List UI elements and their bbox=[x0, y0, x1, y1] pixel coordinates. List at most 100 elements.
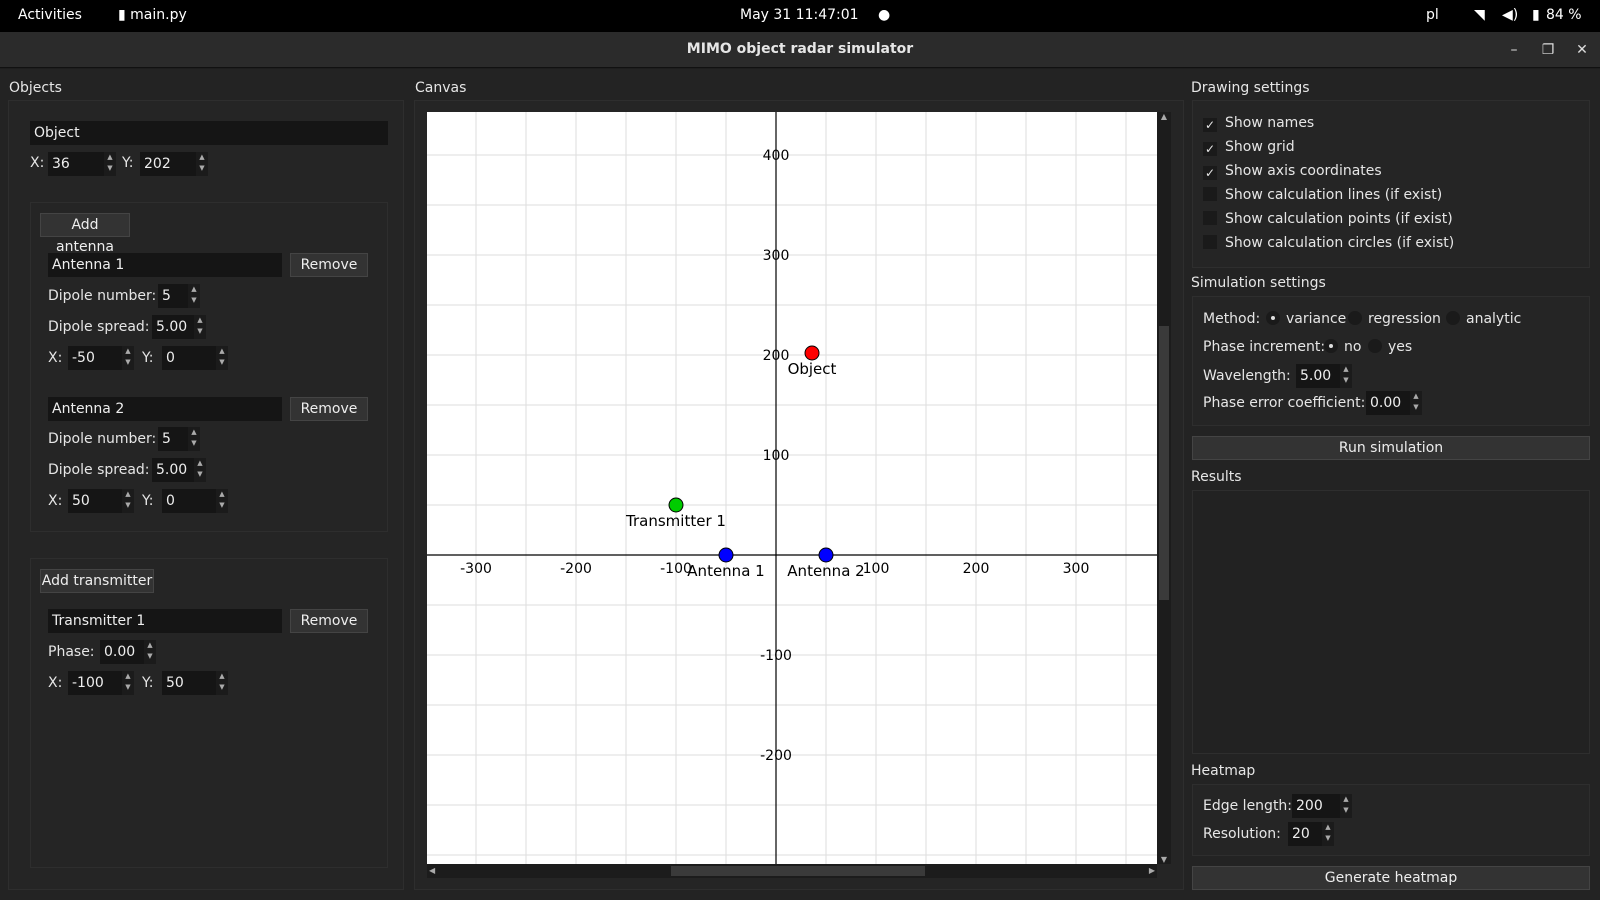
antenna-marker[interactable] bbox=[818, 547, 834, 563]
antenna-1-x-spinbox[interactable]: -50 ▲ ▼ bbox=[68, 346, 134, 370]
x-tick-label: 300 bbox=[1063, 561, 1090, 577]
phase-error-spinbox[interactable]: 0.00 ▲ ▼ bbox=[1366, 391, 1422, 415]
scroll-down-icon[interactable]: ▼ bbox=[1160, 855, 1168, 864]
activities-button[interactable]: Activities bbox=[18, 7, 82, 23]
canvas-vertical-scrollbar[interactable]: ▲ ▼ bbox=[1157, 112, 1171, 864]
drawing-option-checkbox[interactable]: ✓ Show grid bbox=[1203, 139, 1295, 156]
drawing-option-checkbox[interactable]: Show calculation lines (if exist) bbox=[1203, 187, 1442, 203]
method-regression-radio[interactable]: regression bbox=[1348, 311, 1441, 327]
drawing-option-checkbox[interactable]: Show calculation circles (if exist) bbox=[1203, 235, 1454, 251]
object-y-spinbox[interactable]: 202 ▲ ▼ bbox=[140, 152, 208, 176]
close-icon[interactable]: ✕ bbox=[1576, 42, 1588, 58]
results-label: Results bbox=[1191, 469, 1242, 485]
generate-heatmap-button[interactable]: Generate heatmap bbox=[1192, 866, 1590, 890]
spinner-arrows-icon[interactable]: ▲ ▼ bbox=[196, 152, 208, 176]
antenna-1-y-label: Y: bbox=[142, 350, 154, 366]
spinner-arrows-icon[interactable]: ▲ ▼ bbox=[1340, 794, 1352, 818]
drawing-option-checkbox[interactable]: ✓ Show axis coordinates bbox=[1203, 163, 1382, 180]
transmitter-1-y-spinbox[interactable]: 50 ▲ ▼ bbox=[162, 671, 228, 695]
run-simulation-button[interactable]: Run simulation bbox=[1192, 436, 1590, 460]
x-tick-label: 200 bbox=[963, 561, 990, 577]
antenna-1-dipole-spread-spinbox[interactable]: 5.00 ▲ ▼ bbox=[152, 315, 206, 339]
drawing-option-label: Show grid bbox=[1225, 139, 1295, 155]
spinner-arrows-icon[interactable]: ▲ ▼ bbox=[1410, 391, 1422, 415]
antenna-marker[interactable] bbox=[718, 547, 734, 563]
x-tick-label: -300 bbox=[460, 561, 492, 577]
results-area[interactable] bbox=[1192, 490, 1590, 754]
edge-length-spinbox[interactable]: 200 ▲ ▼ bbox=[1292, 794, 1352, 818]
antenna-2-dipole-spread-spinbox[interactable]: 5.00 ▲ ▼ bbox=[152, 458, 206, 482]
remove-transmitter-1-button[interactable]: Remove bbox=[290, 609, 368, 633]
dipole-spread-label: Dipole spread: bbox=[48, 319, 150, 335]
spinner-arrows-icon[interactable]: ▲ ▼ bbox=[122, 671, 134, 695]
spinner-arrows-icon[interactable]: ▲ ▼ bbox=[104, 152, 116, 176]
phase-error-value: 0.00 bbox=[1370, 395, 1402, 411]
transmitter-1-name-field[interactable]: Transmitter 1 bbox=[48, 609, 282, 633]
antenna-2-y-spinbox[interactable]: 0 ▲ ▼ bbox=[162, 489, 228, 513]
add-antenna-button[interactable]: Add antenna bbox=[40, 213, 130, 255]
antenna-2-x-spinbox[interactable]: 50 ▲ ▼ bbox=[68, 489, 134, 513]
spinner-arrows-icon[interactable]: ▲ ▼ bbox=[144, 640, 156, 664]
scroll-right-icon[interactable]: ▶ bbox=[1148, 866, 1155, 875]
spinner-arrows-icon[interactable]: ▲ ▼ bbox=[216, 671, 228, 695]
spinner-arrows-icon[interactable]: ▲ ▼ bbox=[194, 315, 206, 339]
spinner-arrows-icon[interactable]: ▲ ▼ bbox=[122, 346, 134, 370]
dipole-number-label: Dipole number: bbox=[48, 288, 157, 304]
radio-unselected-icon bbox=[1348, 311, 1362, 325]
add-transmitter-button[interactable]: Add transmitter bbox=[40, 569, 154, 593]
antenna-1-name-field[interactable]: Antenna 1 bbox=[48, 253, 282, 277]
phase-increment-yes-radio[interactable]: yes bbox=[1368, 339, 1412, 355]
spinner-arrows-icon[interactable]: ▲ ▼ bbox=[122, 489, 134, 513]
object-name-field[interactable]: Object bbox=[30, 121, 388, 145]
spinner-arrows-icon[interactable]: ▲ ▼ bbox=[1322, 822, 1334, 846]
object-y-value: 202 bbox=[144, 156, 171, 172]
antenna-1-dipole-number-spinbox[interactable]: 5 ▲ ▼ bbox=[158, 284, 200, 308]
spinner-arrows-icon[interactable]: ▲ ▼ bbox=[1340, 364, 1352, 388]
battery-icon[interactable]: ▮ bbox=[1532, 7, 1540, 23]
spinner-arrows-icon[interactable]: ▲ ▼ bbox=[194, 458, 206, 482]
remove-antenna-1-button[interactable]: Remove bbox=[290, 253, 368, 277]
drawing-option-checkbox[interactable]: Show calculation points (if exist) bbox=[1203, 211, 1453, 227]
clock[interactable]: May 31 11:47:01 bbox=[740, 7, 859, 23]
transmitter-1-x-spinbox[interactable]: -100 ▲ ▼ bbox=[68, 671, 134, 695]
object-marker[interactable] bbox=[804, 345, 820, 361]
y-tick-label: -200 bbox=[760, 748, 792, 764]
transmitter-1-x-label: X: bbox=[48, 675, 63, 691]
app-menu[interactable]: ▮ main.py bbox=[118, 7, 187, 23]
method-variance-radio[interactable]: variance bbox=[1266, 311, 1346, 327]
radar-canvas[interactable]: -300 -200 -100 100 200 300 400 300 200 100 -100 -20… bbox=[427, 112, 1157, 864]
wavelength-spinbox[interactable]: 5.00 ▲ ▼ bbox=[1296, 364, 1352, 388]
antenna-2-dipole-number-value: 5 bbox=[162, 431, 171, 447]
antenna-name-label: Antenna 2 bbox=[787, 562, 864, 580]
canvas-background bbox=[427, 112, 1157, 864]
checkbox-empty-icon bbox=[1203, 187, 1217, 201]
remove-antenna-2-button[interactable]: Remove bbox=[290, 397, 368, 421]
drawing-option-checkbox[interactable]: ✓ Show names bbox=[1203, 115, 1314, 132]
spinner-arrows-icon[interactable]: ▲ ▼ bbox=[216, 346, 228, 370]
minimize-icon[interactable]: – bbox=[1510, 42, 1518, 58]
spinner-arrows-icon[interactable]: ▲ ▼ bbox=[188, 427, 200, 451]
canvas-label: Canvas bbox=[415, 80, 467, 96]
x-tick-label: 100 bbox=[863, 561, 890, 577]
wifi-icon[interactable]: ◥ bbox=[1474, 7, 1485, 23]
transmitter-marker[interactable] bbox=[668, 497, 684, 513]
antenna-2-name-field[interactable]: Antenna 2 bbox=[48, 397, 282, 421]
scroll-up-icon[interactable]: ▲ bbox=[1160, 112, 1168, 121]
keyboard-layout[interactable]: pl bbox=[1426, 7, 1439, 23]
vertical-scroll-thumb[interactable] bbox=[1159, 326, 1169, 600]
object-x-spinbox[interactable]: 36 ▲ ▼ bbox=[48, 152, 116, 176]
method-analytic-radio[interactable]: analytic bbox=[1446, 311, 1521, 327]
scroll-left-icon[interactable]: ◀ bbox=[429, 866, 436, 875]
battery-level: 84 % bbox=[1546, 7, 1582, 23]
spinner-arrows-icon[interactable]: ▲ ▼ bbox=[216, 489, 228, 513]
transmitter-1-phase-spinbox[interactable]: 0.00 ▲ ▼ bbox=[100, 640, 156, 664]
antenna-2-dipole-number-spinbox[interactable]: 5 ▲ ▼ bbox=[158, 427, 200, 451]
volume-icon[interactable]: ◀) bbox=[1502, 7, 1519, 23]
maximize-icon[interactable]: ❐ bbox=[1541, 42, 1555, 58]
phase-increment-no-radio[interactable]: no bbox=[1324, 339, 1361, 355]
antenna-1-y-spinbox[interactable]: 0 ▲ ▼ bbox=[162, 346, 228, 370]
resolution-spinbox[interactable]: 20 ▲ ▼ bbox=[1288, 822, 1334, 846]
horizontal-scroll-thumb[interactable] bbox=[671, 866, 925, 876]
spinner-arrows-icon[interactable]: ▲ ▼ bbox=[188, 284, 200, 308]
canvas-horizontal-scrollbar[interactable]: ◀ ▶ bbox=[427, 864, 1157, 878]
